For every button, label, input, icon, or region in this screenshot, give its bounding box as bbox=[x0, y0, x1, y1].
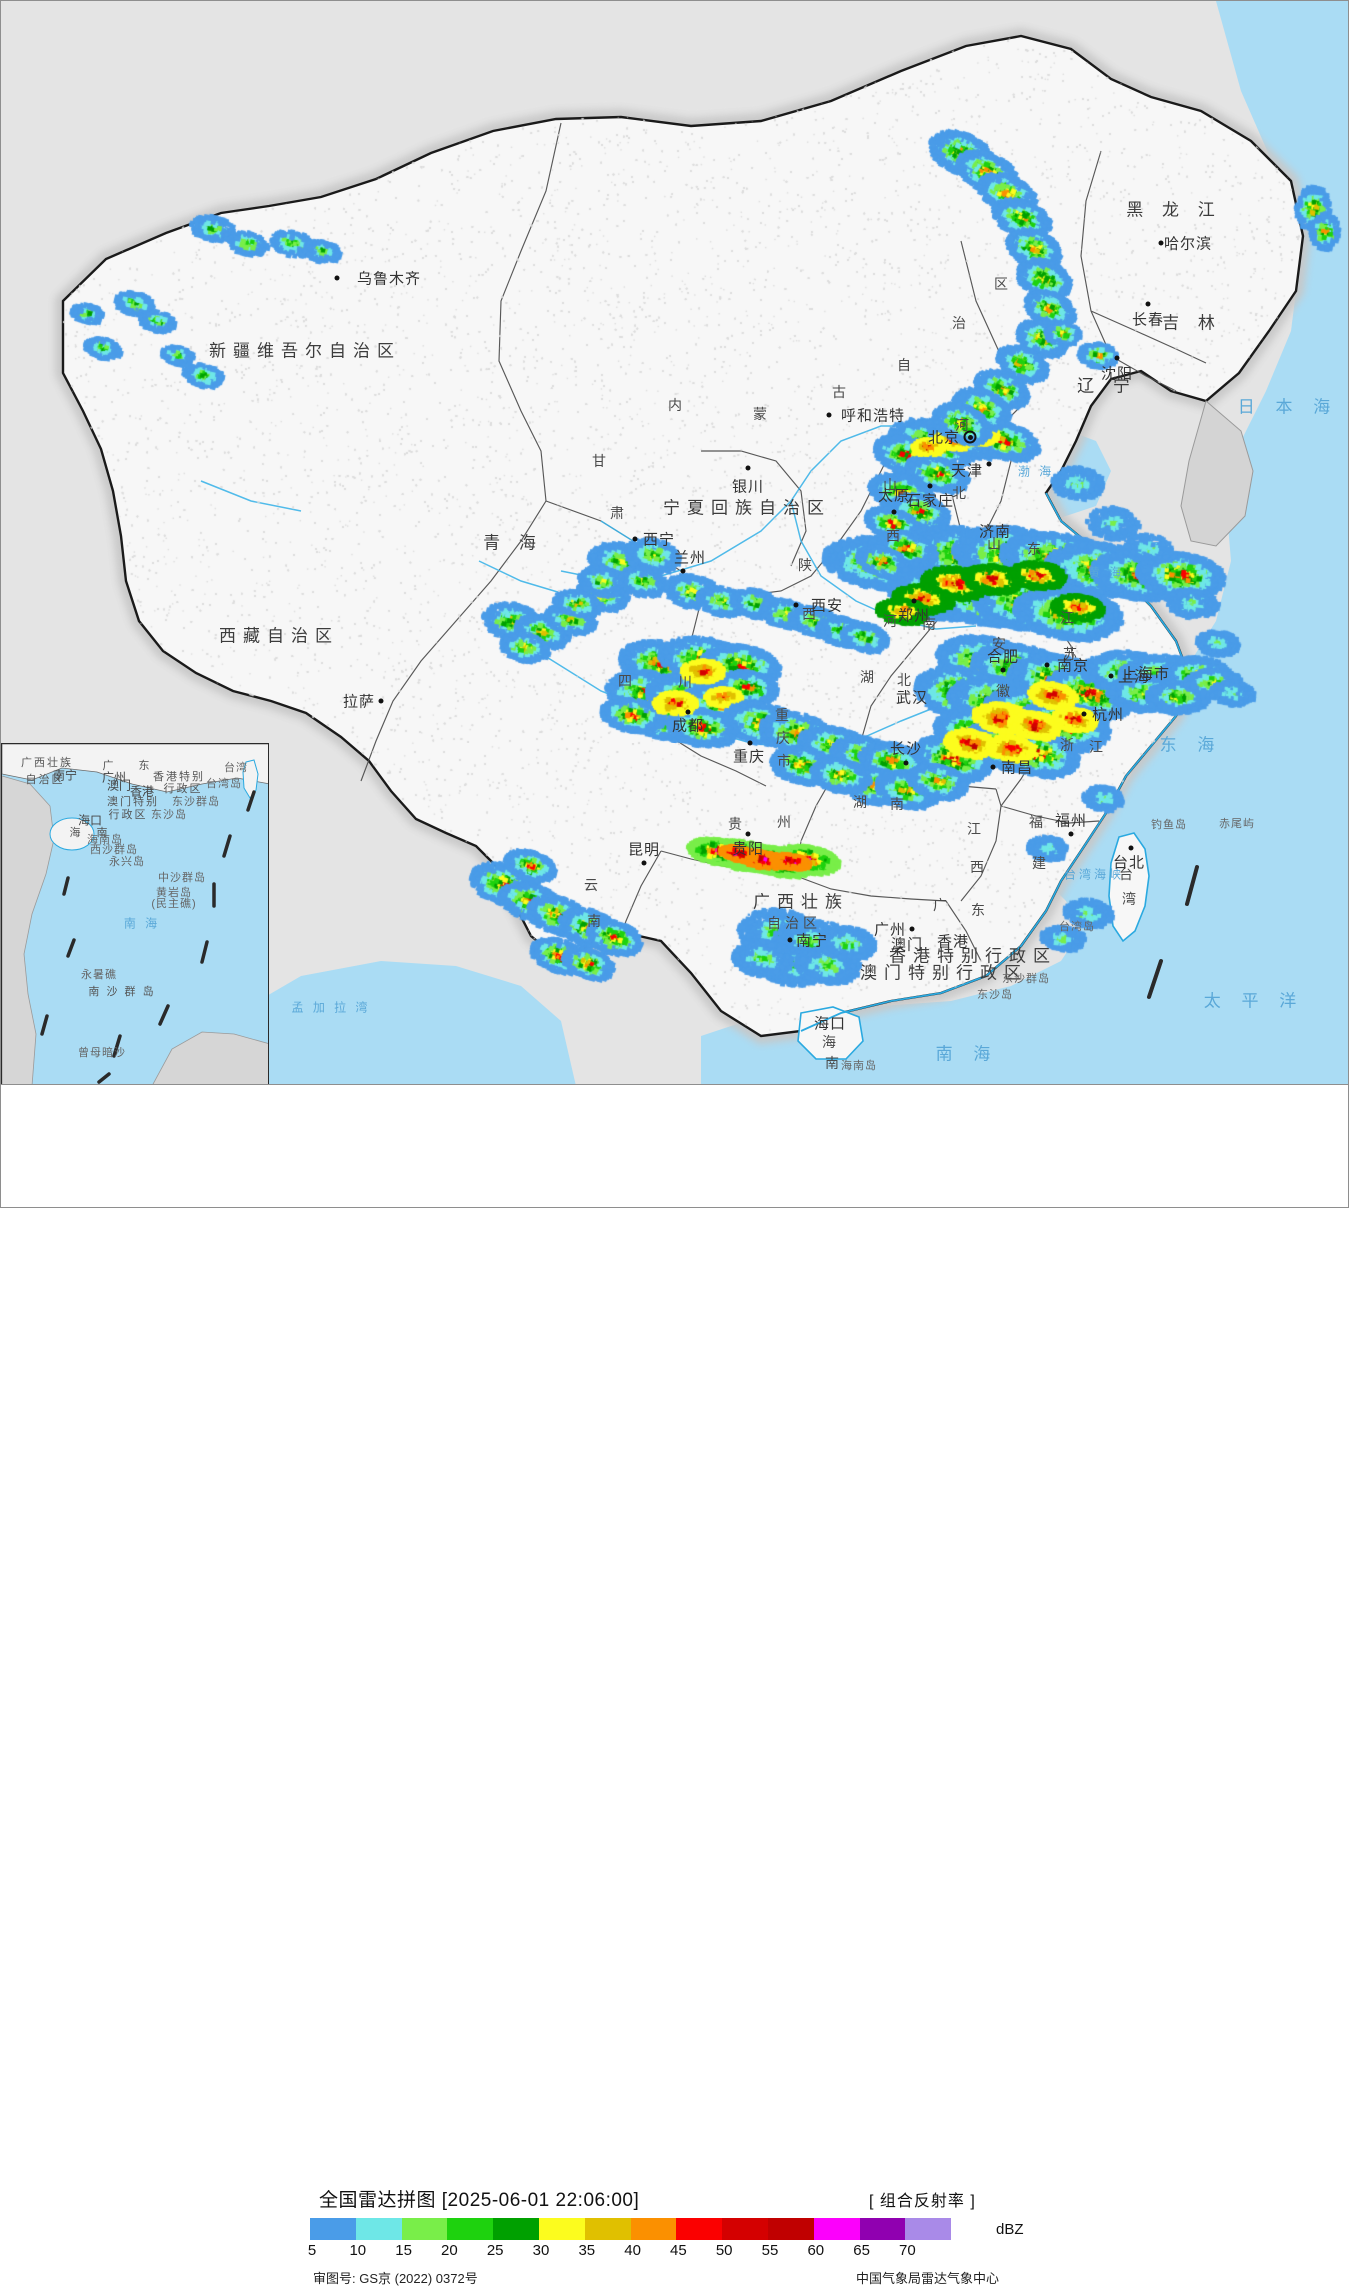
colorbar-tick-45: 45 bbox=[670, 2242, 687, 2259]
colorbar-segment-65 bbox=[859, 2218, 906, 2240]
city-marker-31 bbox=[909, 926, 915, 932]
colorbar-segment-45 bbox=[676, 2218, 723, 2240]
city-marker-3 bbox=[680, 568, 686, 574]
colorbar-tick-5: 5 bbox=[307, 2242, 317, 2259]
reflectivity-colorbar[interactable] bbox=[310, 2218, 952, 2240]
radar-map-page: 新疆维吾尔自治区 西藏自治区青 海甘肃内蒙古自治区宁夏回族自治区陕西山西河北黑 龙… bbox=[0, 0, 1349, 1208]
city-marker-18 bbox=[1108, 673, 1114, 679]
city-marker-28 bbox=[745, 831, 751, 837]
city-marker-26 bbox=[685, 709, 691, 715]
city-marker-13 bbox=[1158, 240, 1164, 246]
colorbar-tick-20: 20 bbox=[441, 2242, 458, 2259]
city-marker-30 bbox=[787, 937, 793, 943]
colorbar-segment-40 bbox=[630, 2218, 677, 2240]
city-marker-29 bbox=[641, 860, 647, 866]
publisher-label: 中国气象局雷达气象中心 bbox=[855, 2271, 999, 2286]
product-mode-label: [ 组合反射率 ] bbox=[869, 2193, 976, 2210]
colorbar-tick-60: 60 bbox=[807, 2242, 825, 2259]
city-marker-9 bbox=[963, 430, 977, 444]
map-panel[interactable]: 新疆维吾尔自治区 西藏自治区青 海甘肃内蒙古自治区宁夏回族自治区陕西山西河北黑 龙… bbox=[0, 0, 1349, 1085]
colorbar-segment-10 bbox=[355, 2218, 402, 2240]
colorbar-tick-40: 40 bbox=[624, 2242, 641, 2259]
city-marker-16 bbox=[1000, 667, 1006, 673]
city-marker-7 bbox=[891, 509, 897, 515]
south-china-sea-inset[interactable]: 广西壮族 自治区广东台湾 南宁 广州 香港特别 行政区 台湾岛 澳门 香港 澳门特别 行政区 东沙群岛… bbox=[1, 743, 269, 1084]
colorbar-segment-15 bbox=[401, 2218, 448, 2240]
city-marker-10 bbox=[986, 461, 992, 467]
colorbar-tick-50: 50 bbox=[715, 2242, 733, 2259]
colorbar-tick-55: 55 bbox=[761, 2242, 779, 2259]
city-marker-20 bbox=[1081, 711, 1087, 717]
city-marker-21 bbox=[990, 764, 996, 770]
colorbar-segment-20 bbox=[447, 2218, 494, 2240]
legend-footer: 全国雷达拼图 [2025-06-01 22:06:00] [ 组合反射率 ] 5… bbox=[0, 1085, 1349, 2286]
city-marker-11 bbox=[1114, 355, 1120, 361]
city-marker-5 bbox=[826, 412, 832, 418]
colorbar-segment-60 bbox=[813, 2218, 860, 2240]
city-marker-8 bbox=[927, 483, 933, 489]
city-marker-2 bbox=[632, 536, 638, 542]
colorbar-tick-25: 25 bbox=[486, 2242, 504, 2259]
city-marker-23 bbox=[903, 760, 909, 766]
colorbar-segment-25 bbox=[493, 2218, 539, 2240]
colorbar-segment-35 bbox=[584, 2218, 631, 2240]
colorbar-unit-label: dBZ bbox=[996, 2221, 1024, 2238]
colorbar-segment-5 bbox=[310, 2218, 356, 2240]
city-marker-4 bbox=[745, 465, 751, 471]
city-marker-12 bbox=[1145, 301, 1151, 307]
colorbar-tick-10: 10 bbox=[349, 2242, 367, 2259]
colorbar-tick-15: 15 bbox=[395, 2242, 412, 2259]
colorbar-tick-70: 70 bbox=[899, 2242, 916, 2259]
city-marker-25 bbox=[1128, 845, 1134, 851]
city-marker-27 bbox=[747, 740, 753, 746]
colorbar-segment-55 bbox=[767, 2218, 814, 2240]
city-marker-6 bbox=[793, 602, 799, 608]
colorbar-tick-65: 65 bbox=[853, 2242, 870, 2259]
colorbar-tick-30: 30 bbox=[532, 2242, 550, 2259]
colorbar-segment-30 bbox=[538, 2218, 585, 2240]
city-marker-1 bbox=[378, 698, 384, 704]
colorbar-segment-50 bbox=[722, 2218, 768, 2240]
legend-title: 全国雷达拼图 [2025-06-01 22:06:00] bbox=[319, 2190, 640, 2211]
city-marker-17 bbox=[1044, 662, 1050, 668]
map-approval-number: 审图号: GS京 (2022) 0372号 bbox=[313, 2271, 478, 2286]
city-marker-24 bbox=[1068, 831, 1074, 837]
colorbar-segment-70 bbox=[905, 2218, 952, 2240]
colorbar-tick-35: 35 bbox=[578, 2242, 596, 2259]
city-marker-0 bbox=[334, 275, 340, 281]
city-marker-15 bbox=[911, 598, 917, 604]
